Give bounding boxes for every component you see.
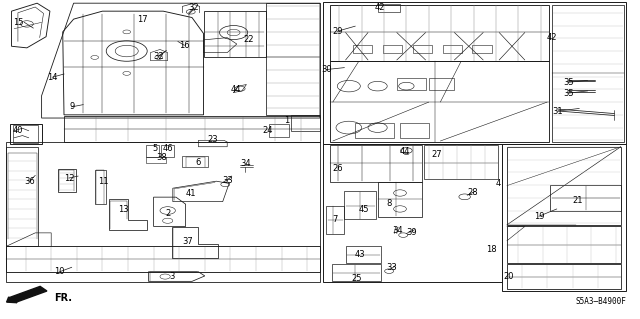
Text: 18: 18 xyxy=(486,245,497,254)
Bar xyxy=(429,78,454,90)
Text: 38: 38 xyxy=(156,153,166,162)
Text: 36: 36 xyxy=(24,177,35,186)
Text: 31: 31 xyxy=(553,107,563,115)
Text: 12: 12 xyxy=(64,174,74,182)
Bar xyxy=(413,45,432,53)
Text: 25: 25 xyxy=(352,274,362,283)
Text: 34: 34 xyxy=(240,159,250,168)
Text: 24: 24 xyxy=(262,126,273,135)
Bar xyxy=(472,45,492,53)
Text: 34: 34 xyxy=(393,226,403,235)
Text: 43: 43 xyxy=(355,250,365,259)
Bar xyxy=(10,124,42,144)
Text: 28: 28 xyxy=(467,189,477,197)
Text: 16: 16 xyxy=(179,41,189,50)
Text: 30: 30 xyxy=(321,65,332,74)
Bar xyxy=(383,45,402,53)
Bar xyxy=(443,45,462,53)
Text: 14: 14 xyxy=(47,73,58,82)
Text: 40: 40 xyxy=(13,126,23,135)
Text: 15: 15 xyxy=(13,18,23,27)
Bar xyxy=(502,144,626,291)
FancyArrow shape xyxy=(6,286,47,303)
Text: 46: 46 xyxy=(163,144,173,153)
Text: 29: 29 xyxy=(332,27,342,36)
Bar xyxy=(400,123,429,138)
Text: 1: 1 xyxy=(284,116,289,125)
Text: 44: 44 xyxy=(399,147,410,156)
Text: 10: 10 xyxy=(54,267,65,276)
Text: 45: 45 xyxy=(358,205,369,214)
Text: 20: 20 xyxy=(504,272,514,281)
Text: 33: 33 xyxy=(387,263,397,272)
Text: 32: 32 xyxy=(189,4,199,12)
Text: S5A3–B4900F: S5A3–B4900F xyxy=(575,297,626,306)
Text: 35: 35 xyxy=(563,89,573,98)
Text: 37: 37 xyxy=(182,237,193,246)
Bar xyxy=(323,144,502,282)
Bar xyxy=(323,2,626,144)
Text: 42: 42 xyxy=(374,4,385,12)
Text: 32: 32 xyxy=(154,52,164,61)
Text: 41: 41 xyxy=(186,189,196,198)
Text: 9: 9 xyxy=(69,102,74,111)
Bar xyxy=(353,45,372,53)
Text: 7: 7 xyxy=(333,215,338,224)
Text: 21: 21 xyxy=(572,196,582,205)
Text: 22: 22 xyxy=(243,35,253,44)
Text: 33: 33 xyxy=(222,176,232,185)
Text: 26: 26 xyxy=(332,164,342,173)
Text: 8: 8 xyxy=(387,199,392,208)
Text: 17: 17 xyxy=(137,15,147,24)
Text: FR.: FR. xyxy=(54,293,72,303)
Text: 19: 19 xyxy=(534,212,544,221)
Text: 3: 3 xyxy=(169,272,174,281)
Text: 23: 23 xyxy=(207,135,218,144)
Text: 39: 39 xyxy=(406,228,417,237)
Text: 35: 35 xyxy=(563,78,573,87)
Text: 42: 42 xyxy=(547,33,557,42)
Bar xyxy=(397,78,426,90)
Text: 11: 11 xyxy=(99,177,109,186)
Text: 5: 5 xyxy=(152,144,157,153)
Bar xyxy=(355,123,394,138)
Text: 13: 13 xyxy=(118,205,129,214)
Text: 27: 27 xyxy=(431,150,442,159)
Text: 2: 2 xyxy=(165,209,170,218)
Text: 4: 4 xyxy=(495,179,500,188)
Text: 6: 6 xyxy=(196,158,201,167)
Text: 44: 44 xyxy=(230,85,241,94)
